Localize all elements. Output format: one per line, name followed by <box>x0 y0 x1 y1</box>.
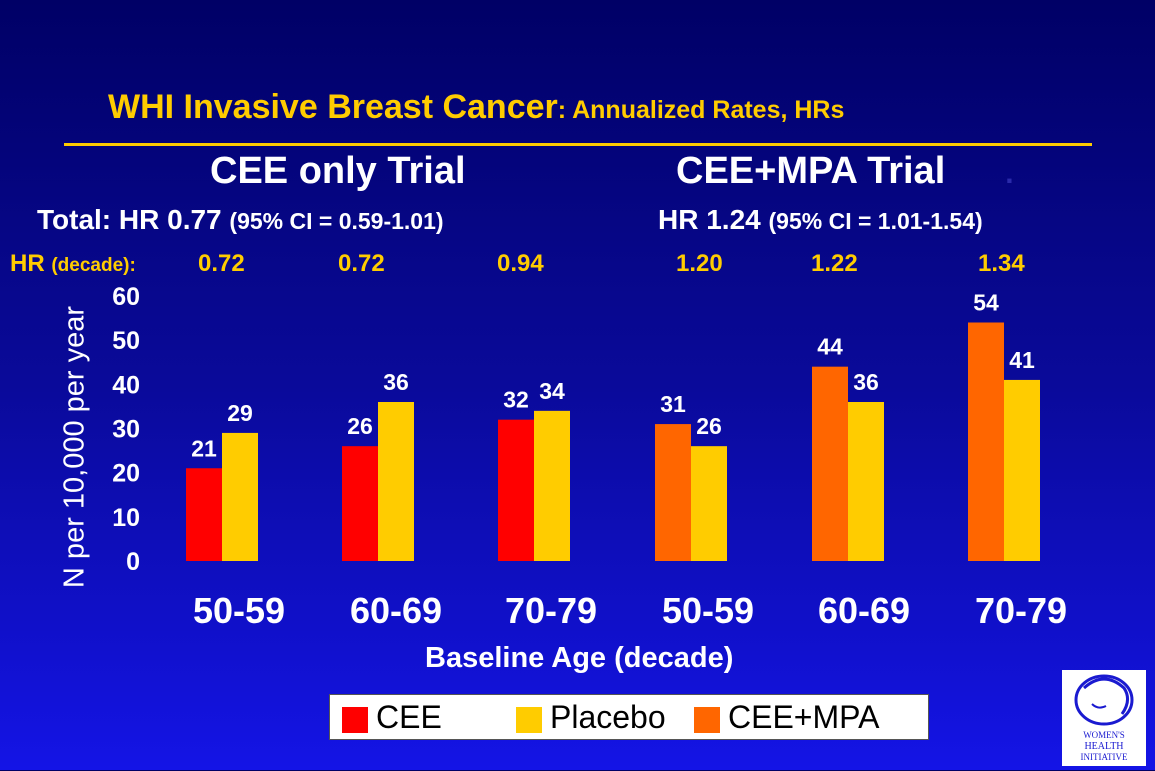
y-tick-label: 40 <box>112 371 140 399</box>
trial-title-cee-mpa-text: CEE+MPA Trial <box>676 150 946 192</box>
bar-placebo <box>848 402 884 561</box>
bar-treatment <box>498 419 534 561</box>
logo-hair-outline <box>1082 677 1129 715</box>
womens-health-initiative-logo: WOMEN'S HEALTH INITIATIVE <box>1062 670 1146 766</box>
hr-value-4: 1.20 <box>676 250 723 277</box>
legend-swatch-cee-mpa <box>694 707 720 733</box>
data-label-treatment: 21 <box>191 435 217 461</box>
y-tick-label: 50 <box>112 327 140 355</box>
bar-treatment <box>186 468 222 561</box>
trial-title-cee-mpa: CEE+MPA Trial. <box>676 150 1014 193</box>
trial-title-dot: . <box>1005 157 1014 190</box>
x-tick-label: 70-79 <box>505 590 597 631</box>
y-tick-label: 60 <box>112 283 140 311</box>
legend-label-placebo: Placebo <box>550 699 666 735</box>
x-tick-label: 70-79 <box>975 590 1067 631</box>
bar-placebo <box>222 432 258 561</box>
bar-treatment <box>968 322 1004 561</box>
data-label-treatment: 44 <box>817 334 843 360</box>
data-label-placebo: 34 <box>539 378 565 404</box>
legend-label-cee: CEE <box>376 699 442 735</box>
bar-placebo <box>534 410 570 561</box>
chart-title: WHI Invasive Breast Cancer: Annualized R… <box>108 88 844 127</box>
hr-value-2: 0.72 <box>338 250 385 277</box>
hr-label: HR <box>10 250 45 277</box>
y-tick-label: 0 <box>126 548 140 576</box>
data-label-placebo: 36 <box>853 369 879 395</box>
chart-title-sub: : Annualized Rates, HRs <box>557 96 845 124</box>
logo-graphic: WOMEN'S HEALTH INITIATIVE <box>1074 674 1134 762</box>
legend-swatch-placebo <box>516 707 542 733</box>
trial-title-cee-only: CEE only Trial <box>210 150 466 192</box>
logo-text-2: HEALTH <box>1084 741 1123 752</box>
y-tick-label: 30 <box>112 416 140 444</box>
total-hr-cee-only-ci: (95% CI = 0.59-1.01) <box>229 208 444 234</box>
hr-label-small: (decade): <box>51 255 136 276</box>
x-tick-label: 50-59 <box>193 590 285 631</box>
y-tick-label: 20 <box>112 460 140 488</box>
logo-text-1: WOMEN'S <box>1083 730 1125 740</box>
x-tick-label: 60-69 <box>350 590 442 631</box>
data-label-treatment: 31 <box>660 391 686 417</box>
data-label-placebo: 29 <box>227 400 253 426</box>
title-divider <box>64 143 1092 146</box>
data-label-treatment: 26 <box>347 413 373 439</box>
chart-title-main: WHI Invasive Breast Cancer <box>108 88 558 126</box>
hr-value-6: 1.34 <box>978 250 1025 277</box>
bar-treatment <box>655 424 691 561</box>
hr-value-1: 0.72 <box>198 250 245 277</box>
y-axis-label: N per 10,000 per year <box>58 305 91 589</box>
data-label-treatment: 54 <box>973 290 999 316</box>
hr-decade-label: HR (decade): <box>10 250 136 278</box>
data-label-placebo: 41 <box>1009 347 1035 373</box>
total-hr-cee-mpa-value: HR 1.24 <box>658 204 761 235</box>
x-tick-label: 50-59 <box>662 590 754 631</box>
total-hr-cee-mpa-ci: (95% CI = 1.01-1.54) <box>768 208 983 234</box>
x-axis-label: Baseline Age (decade) <box>425 642 734 674</box>
bar-placebo <box>1004 379 1040 561</box>
hr-value-3: 0.94 <box>497 250 544 277</box>
logo-face-line <box>1091 703 1107 709</box>
bar-treatment <box>812 366 848 561</box>
data-label-placebo: 26 <box>696 413 722 439</box>
data-label-placebo: 36 <box>383 369 409 395</box>
bar-placebo <box>378 402 414 561</box>
y-tick-label: 10 <box>112 504 140 532</box>
x-tick-label: 60-69 <box>818 590 910 631</box>
bar-placebo <box>691 446 727 561</box>
total-hr-cee-only: Total: HR 0.77 (95% CI = 0.59-1.01) <box>37 204 444 236</box>
total-hr-cee-mpa: HR 1.24 (95% CI = 1.01-1.54) <box>658 204 983 236</box>
legend-swatch-cee <box>342 707 368 733</box>
logo-text-3: INITIATIVE <box>1081 752 1128 762</box>
logo-head-outline <box>1074 674 1134 726</box>
total-hr-cee-only-value: Total: HR 0.77 <box>37 204 222 235</box>
legend-label-cee-mpa: CEE+MPA <box>728 699 880 735</box>
hr-value-5: 1.22 <box>811 250 858 277</box>
bar-treatment <box>342 446 378 561</box>
legend: CEE Placebo CEE+MPA <box>329 694 929 740</box>
data-label-treatment: 32 <box>503 387 529 413</box>
